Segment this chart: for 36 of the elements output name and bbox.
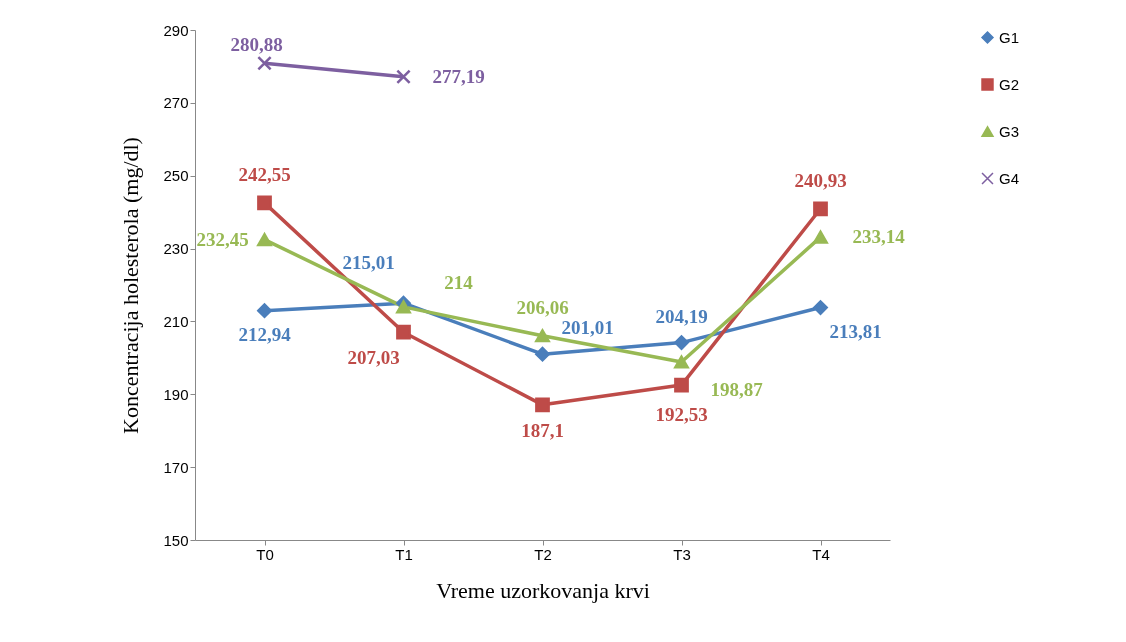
y-tick-label: 290 bbox=[163, 21, 189, 39]
data-label: 207,03 bbox=[347, 347, 400, 369]
x-tick-label: T3 bbox=[673, 545, 691, 563]
data-label: 212,94 bbox=[238, 323, 292, 345]
x-tick-label: T4 bbox=[812, 545, 830, 563]
data-label: 187,1 bbox=[521, 419, 564, 441]
data-label: 280,88 bbox=[230, 34, 283, 56]
x-tick-label: T2 bbox=[534, 545, 552, 563]
y-tick-label: 250 bbox=[163, 167, 189, 185]
data-label: 232,45 bbox=[196, 228, 249, 250]
y-axis-title: Koncentracija holesterola (mg/dl) bbox=[118, 137, 144, 434]
data-label: 206,06 bbox=[516, 296, 569, 318]
x-tick-label: T0 bbox=[256, 545, 274, 563]
y-tick-label: 170 bbox=[163, 458, 189, 476]
y-tick-label: 210 bbox=[163, 312, 189, 330]
data-label: 242,55 bbox=[238, 163, 291, 185]
data-label: 214 bbox=[444, 271, 474, 293]
data-label: 240,93 bbox=[794, 169, 847, 191]
data-label: 213,81 bbox=[829, 320, 882, 342]
legend-label: G4 bbox=[999, 169, 1020, 187]
data-label: 204,19 bbox=[655, 305, 708, 327]
y-tick-label: 270 bbox=[163, 94, 189, 112]
x-axis-title: Vreme uzorkovanja krvi bbox=[436, 577, 650, 603]
legend-label: G1 bbox=[999, 28, 1020, 46]
data-label: 233,14 bbox=[852, 226, 906, 248]
data-label: 215,01 bbox=[342, 252, 395, 274]
legend-label: G3 bbox=[999, 122, 1020, 140]
y-tick-label: 150 bbox=[163, 531, 189, 549]
y-tick-label: 190 bbox=[163, 385, 189, 403]
x-tick-label: T1 bbox=[395, 545, 413, 563]
data-label: 277,19 bbox=[432, 65, 485, 87]
y-tick-label: 230 bbox=[163, 240, 189, 258]
data-label: 198,87 bbox=[710, 378, 764, 400]
data-label: 201,01 bbox=[561, 317, 614, 339]
legend-label: G2 bbox=[999, 75, 1020, 93]
data-label: 192,53 bbox=[655, 404, 708, 426]
